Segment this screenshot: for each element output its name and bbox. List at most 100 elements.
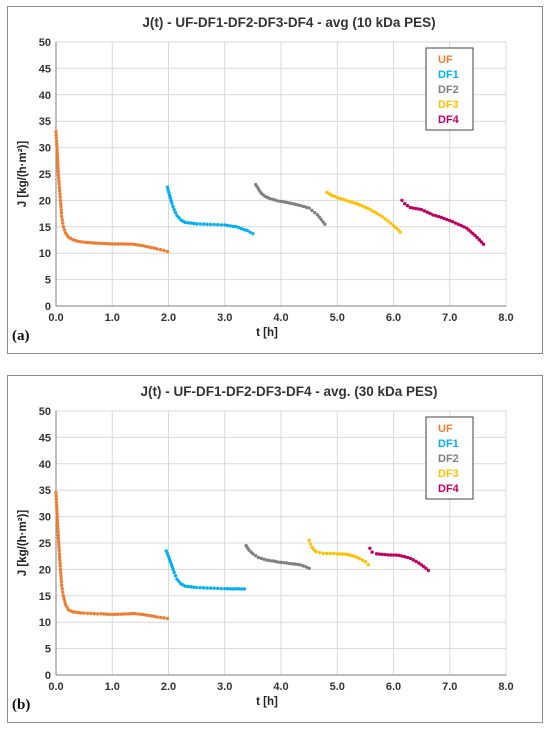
chart-a-data-point: [59, 208, 63, 212]
chart-b-data-point: [380, 552, 384, 557]
chart-b-data-point: [391, 553, 396, 557]
chart-a-data-point: [388, 221, 393, 225]
chart-b-data-point: [56, 524, 60, 528]
chart-a-data-point: [172, 207, 176, 212]
chart-b-data-point: [65, 605, 69, 609]
chart-a-legend-entry: UF: [438, 54, 453, 66]
chart-b-data-point: [346, 553, 351, 557]
chart-b-panel-label: (b): [12, 697, 30, 713]
chart-b-data-point: [55, 506, 59, 510]
chart-a-ylabel: J [kg/(h·m²)]: [17, 141, 29, 208]
chart-b-data-point: [57, 552, 62, 556]
chart-a-data-point: [118, 242, 123, 246]
chart-b-data-point: [317, 550, 322, 555]
chart-a-data-point: [138, 243, 143, 248]
chart-b-data-point: [296, 562, 300, 567]
chart-b-data-point: [370, 550, 374, 554]
chart-a-data-point: [82, 240, 86, 244]
chart-a-data-point: [290, 201, 294, 206]
chart-a-data-point: [144, 244, 148, 249]
chart-a-data-point: [436, 214, 441, 219]
chart-b-data-point: [363, 560, 368, 564]
chart-a-data-point: [428, 211, 432, 216]
chart-b-xtick-label: 5.0: [330, 681, 345, 693]
chart-a-data-point: [360, 204, 365, 208]
chart-a-data-point: [386, 219, 390, 223]
chart-a-data-point: [346, 199, 351, 203]
chart-b-data-point: [55, 509, 59, 513]
chart-b-data-point: [360, 558, 365, 562]
chart-a-data-point: [398, 230, 402, 234]
chart-a-data-point: [425, 210, 429, 214]
chart-a-data-point: [102, 241, 106, 246]
chart-b-data-point: [307, 538, 311, 543]
chart-b-ytick-label: 30: [39, 512, 51, 524]
chart-a-data-point: [173, 210, 178, 215]
chart-a-data-point: [57, 182, 61, 186]
chart-b-data-point: [368, 546, 372, 550]
chart-a-xtick-label: 8.0: [498, 312, 513, 324]
chart-b-data-point: [308, 542, 313, 546]
chart-b-data-point: [262, 557, 266, 561]
chart-a-data-point: [396, 227, 400, 232]
chart-b-data-point: [59, 574, 63, 578]
chart-b-data-point: [237, 587, 241, 591]
chart-b-data-point: [268, 558, 272, 563]
chart-a-data-point: [135, 243, 140, 247]
chart-a-data-point: [55, 151, 59, 156]
chart-b-data-point: [58, 561, 62, 565]
chart-b-series-uf: [54, 491, 170, 621]
chart-a-data-point: [186, 221, 190, 225]
chart-a-data-point: [459, 223, 463, 228]
chart-a-data-point: [352, 201, 356, 205]
chart-a-data-point: [158, 248, 163, 252]
chart-b-data-point: [201, 586, 206, 590]
chart-b-xlabel: t [h]: [256, 696, 278, 708]
chart-a-data-point: [116, 242, 120, 246]
chart-b-data-point: [71, 610, 75, 614]
chart-a-data-point: [54, 133, 58, 137]
chart-a-data-point: [419, 207, 424, 212]
chart-a-data-point: [99, 241, 103, 245]
chart-a-data-point: [268, 196, 272, 201]
chart-a-series-uf: [54, 130, 170, 254]
chart-a-xtick-label: 5.0: [330, 312, 345, 324]
chart-a-data-point: [170, 201, 174, 206]
chart-b-data-point: [366, 562, 370, 567]
chart-b-data-point: [177, 579, 181, 584]
chart-b-data-point: [183, 584, 188, 588]
chart-a-data-point: [58, 198, 63, 203]
chart-b-data-point: [61, 590, 65, 594]
chart-b-data-point: [55, 518, 60, 522]
chart-a-ytick-label: 25: [39, 169, 51, 181]
chart-b-ytick-label: 0: [45, 670, 51, 682]
chart-a-data-point: [55, 154, 60, 159]
chart-a-series-df2: [253, 182, 327, 226]
chart-b-legend-box: [425, 416, 474, 500]
chart-a-data-point: [155, 247, 159, 251]
chart-b-data-point: [57, 545, 61, 550]
chart-b-ytick-label: 50: [39, 406, 51, 418]
chart-b-data-point: [383, 552, 387, 557]
chart-b-xtick-label: 8.0: [498, 681, 513, 693]
chart-a-data-point: [162, 248, 166, 253]
chart-a-data-point: [315, 213, 320, 217]
chart-b-data-point: [358, 556, 362, 561]
chart-panel-b: J(t) - UF-DF1-DF2-DF3-DF4 - avg. (30 kDa…: [7, 375, 543, 723]
chart-a-legend-box: [425, 47, 474, 131]
chart-a-data-point: [58, 195, 62, 199]
chart-a-data-point: [372, 209, 376, 214]
chart-b-legend-entry: DF2: [438, 453, 459, 465]
chart-a-panel-label: (a): [12, 328, 30, 344]
chart-a-data-point: [377, 213, 382, 217]
chart-a-data-point: [205, 222, 209, 226]
chart-b-data-point: [301, 564, 306, 568]
chart-a-data-point: [310, 208, 314, 213]
chart-b-data-point: [85, 611, 90, 615]
chart-b-data-point: [127, 612, 131, 616]
chart-a-data-point: [104, 242, 109, 246]
chart-a-data-point: [127, 242, 131, 246]
chart-b-data-point: [63, 602, 68, 607]
chart-b-data-point: [162, 616, 166, 620]
chart-b-ylabel: J [kg/(h·m²)]: [17, 510, 29, 577]
